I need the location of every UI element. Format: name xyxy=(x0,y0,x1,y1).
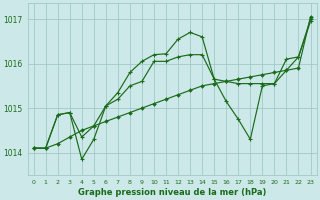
X-axis label: Graphe pression niveau de la mer (hPa): Graphe pression niveau de la mer (hPa) xyxy=(78,188,266,197)
